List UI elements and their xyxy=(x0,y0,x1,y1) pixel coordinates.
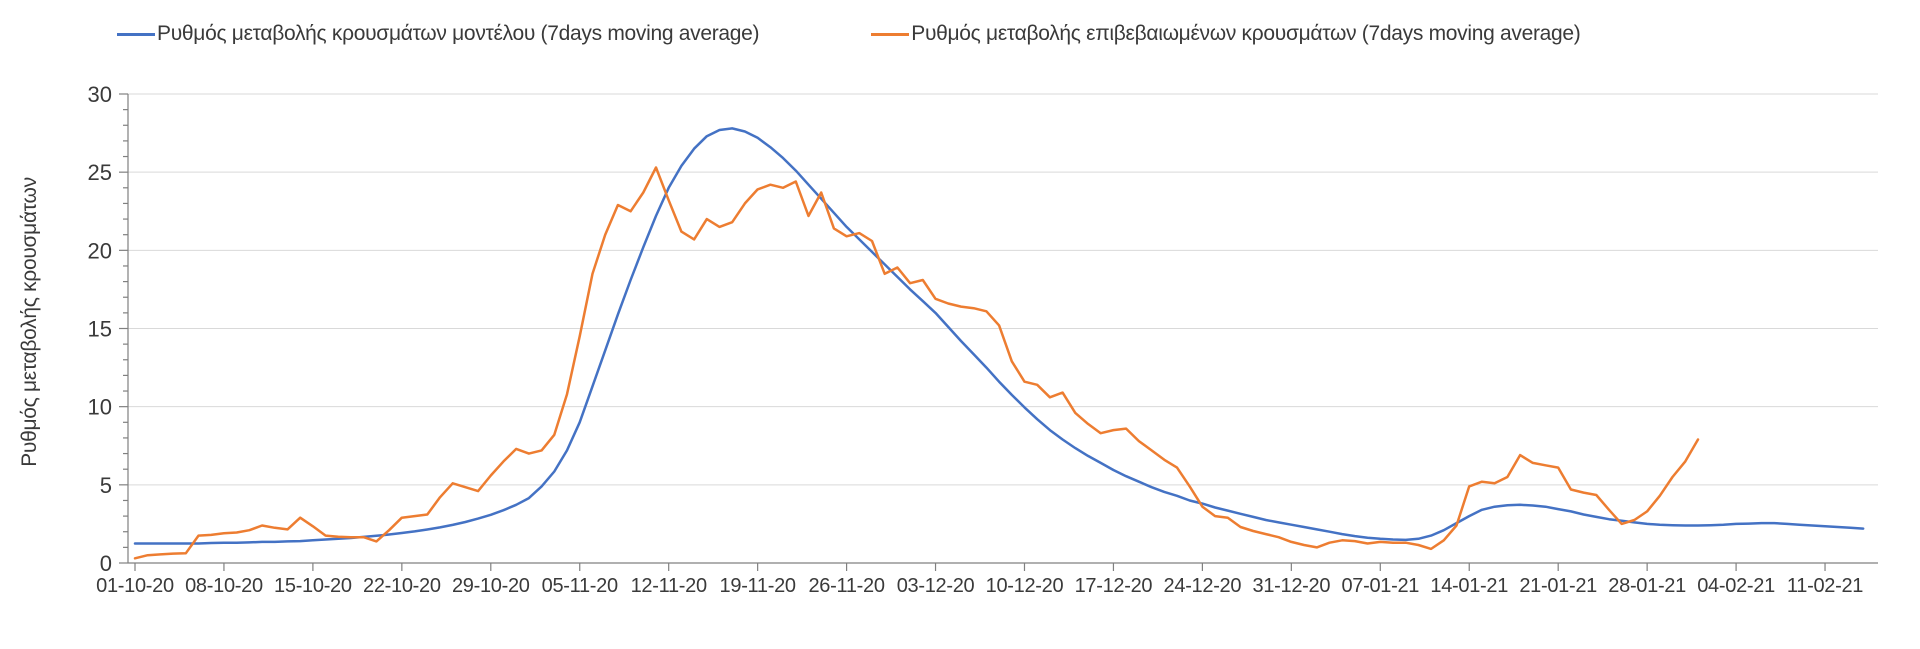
x-tick-label: 05-11-20 xyxy=(542,575,618,597)
x-tick-label: 24-12-20 xyxy=(1164,575,1242,597)
x-tick-label: 22-10-20 xyxy=(363,575,441,597)
x-tick-label: 08-10-20 xyxy=(185,575,263,597)
x-tick-label: 03-12-20 xyxy=(897,575,975,597)
x-tick-label: 28-01-21 xyxy=(1608,575,1686,597)
y-axis-title: Ρυθμός μεταβολής κρουσμάτων xyxy=(18,177,41,467)
x-tick-label: 19-11-20 xyxy=(720,575,796,597)
y-tick-label: 20 xyxy=(88,238,112,263)
x-tick-label: 01-10-20 xyxy=(96,575,174,597)
model-series-line xyxy=(133,127,1865,545)
legend-item-confirmed: Ρυθμός μεταβολής επιβεβαιωμένων κρουσμάτ… xyxy=(871,22,1581,46)
confirmed-series-swatch-icon xyxy=(871,32,910,36)
confirmed-series-line xyxy=(133,166,1700,560)
y-tick-label: 30 xyxy=(88,82,112,107)
y-tick-label: 5 xyxy=(100,473,112,498)
x-tick-label: 31-12-20 xyxy=(1253,575,1331,597)
x-tick-label: 12-11-20 xyxy=(631,575,707,597)
legend-label-model: Ρυθμός μεταβολής κρουσμάτων μοντέλου (7d… xyxy=(157,22,760,45)
x-tick-label: 14-01-21 xyxy=(1430,575,1508,597)
chart-legend: Ρυθμός μεταβολής κρουσμάτων μοντέλου (7d… xyxy=(117,22,1581,46)
y-tick-label: 25 xyxy=(88,160,112,185)
legend-item-model: Ρυθμός μεταβολής κρουσμάτων μοντέλου (7d… xyxy=(117,22,760,46)
y-tick-label: 15 xyxy=(88,317,112,342)
x-tick-label: 15-10-20 xyxy=(274,575,352,597)
y-tick-label: 10 xyxy=(88,395,112,420)
x-tick-label: 04-02-21 xyxy=(1697,575,1775,597)
x-tick-label: 21-01-21 xyxy=(1519,575,1597,597)
x-tick-label: 29-10-20 xyxy=(452,575,530,597)
x-tick-label: 07-01-21 xyxy=(1341,575,1419,597)
y-tick-label: 0 xyxy=(100,551,112,576)
model-series-swatch-icon xyxy=(117,32,155,36)
x-tick-label: 10-12-20 xyxy=(986,575,1064,597)
x-tick-label: 17-12-20 xyxy=(1075,575,1153,597)
x-tick-label: 11-02-21 xyxy=(1787,575,1863,597)
x-tick-label: 26-11-20 xyxy=(808,575,884,597)
legend-label-confirmed: Ρυθμός μεταβολής επιβεβαιωμένων κρουσμάτ… xyxy=(911,22,1581,45)
